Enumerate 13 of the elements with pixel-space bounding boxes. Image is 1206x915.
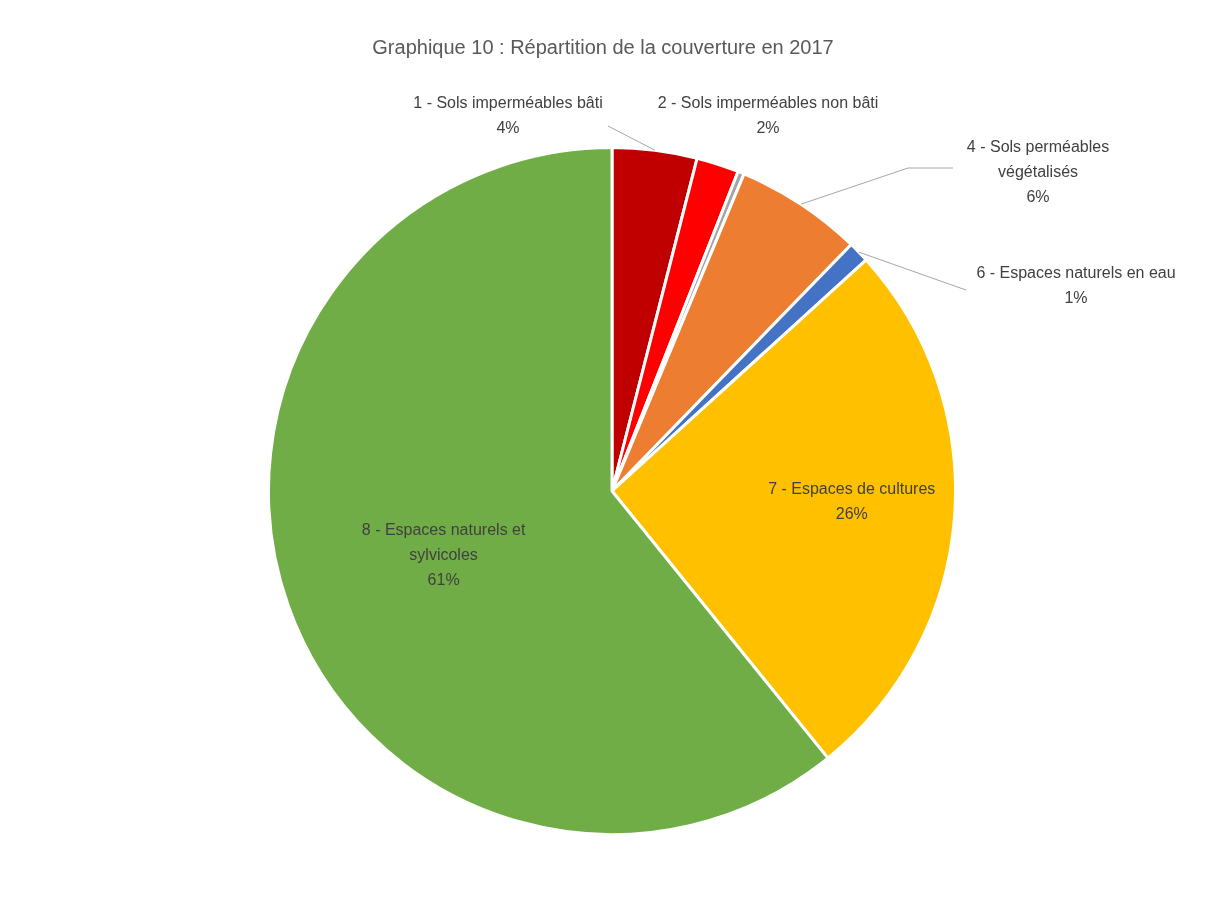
slice-label: 6 - Espaces naturels en eau (976, 264, 1176, 282)
slice-label: 2 - Sols imperméables non bâti (657, 94, 879, 112)
data-label: 4% (496, 119, 520, 137)
slice-label: 4 - Sols perméables végétalisés (966, 138, 1110, 181)
data-label: 2% (756, 119, 780, 137)
slice-label: 1 - Sols imperméables bâti (413, 94, 603, 112)
chart-title: Graphique 10 : Répartition de la couverture en 2017 (372, 35, 834, 58)
data-label: 61% (427, 570, 460, 588)
data-label: 1% (1064, 289, 1088, 307)
slice-label: 7 - Espaces de cultures (768, 479, 936, 497)
slice-label: 8 - Espaces naturels et sylvicoles (361, 520, 526, 563)
data-label: 6% (1026, 188, 1050, 206)
data-label: 26% (835, 504, 868, 522)
